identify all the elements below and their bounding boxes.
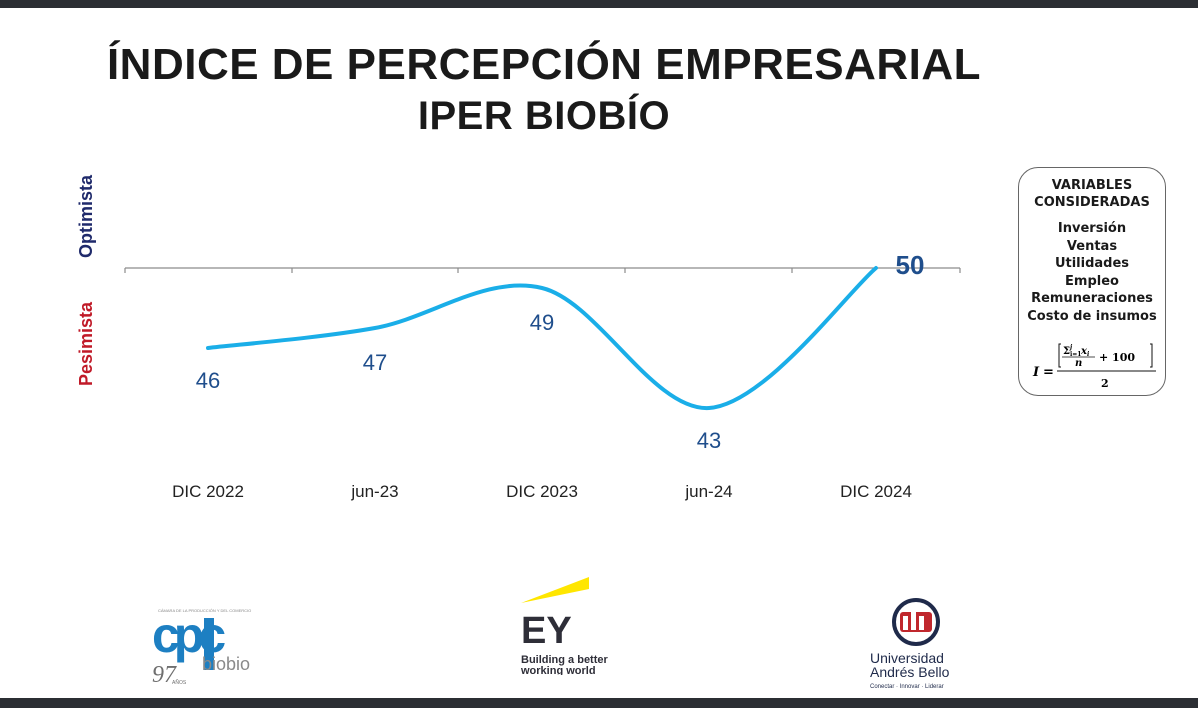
data-label: 49 bbox=[530, 310, 554, 335]
line-chart: 46 47 49 43 50 DIC 2022 jun-23 DIC 2023 jun-24 DI… bbox=[124, 250, 961, 501]
page-subtitle: IPER BIOBÍO bbox=[417, 94, 671, 138]
cpc-logo: CÁMARA DE LA PRODUCCIÓN Y DEL COMERCIO c… bbox=[150, 604, 282, 688]
bottom-bar bbox=[0, 698, 1198, 708]
svg-text:Universidad: Universidad bbox=[870, 650, 944, 666]
data-label: 46 bbox=[196, 368, 220, 393]
data-label: 43 bbox=[697, 428, 721, 453]
svg-text:AÑOS: AÑOS bbox=[172, 679, 187, 686]
formula: I = Σ j i=1 x i n + 100 2 bbox=[1029, 340, 1159, 394]
x-tick-label: jun-23 bbox=[350, 482, 398, 501]
svg-text:97: 97 bbox=[152, 662, 177, 688]
svg-text:cpc: cpc bbox=[152, 607, 225, 663]
unab-logo: Universidad Andrés Bello Conectar · Inno… bbox=[866, 596, 976, 690]
variables-title: VARIABLES CONSIDERADAS bbox=[1034, 178, 1150, 210]
svg-text:I: I bbox=[1032, 365, 1040, 380]
x-tick-label: DIC 2024 bbox=[840, 482, 912, 501]
data-label: 47 bbox=[363, 350, 387, 375]
svg-text:2: 2 bbox=[1101, 377, 1109, 390]
series-line bbox=[206, 266, 878, 411]
formula-image: I = Σ j i=1 x i n + 100 2 bbox=[1032, 343, 1156, 390]
x-tick-label: DIC 2022 bbox=[172, 482, 244, 501]
variable-item: Empleo bbox=[1065, 273, 1119, 289]
variable-item: Utilidades bbox=[1054, 256, 1130, 271]
svg-text:+ 100: + 100 bbox=[1099, 351, 1135, 364]
top-bar bbox=[0, 0, 1198, 8]
svg-text:j: j bbox=[1069, 344, 1073, 351]
svg-text:Conectar · Innovar · Liderar: Conectar · Innovar · Liderar bbox=[870, 684, 944, 690]
svg-text:CÁMARA DE LA PRODUCCIÓN Y DEL: CÁMARA DE LA PRODUCCIÓN Y DEL COMERCIO bbox=[158, 608, 251, 613]
svg-text:=: = bbox=[1043, 365, 1054, 380]
variable-item: Inversión bbox=[1057, 221, 1127, 236]
svg-text:x: x bbox=[1080, 346, 1088, 357]
ey-logo: EY Building a better working world bbox=[519, 575, 609, 677]
x-tick-label: jun-24 bbox=[684, 482, 732, 501]
svg-text:Σ: Σ bbox=[1063, 346, 1070, 357]
svg-text:Andrés Bello: Andrés Bello bbox=[870, 664, 950, 680]
variables-list: Inversión Ventas Utilidades Empleo Remunerac… bbox=[1019, 220, 1165, 325]
variable-item: Remuneraciones bbox=[1031, 291, 1153, 306]
svg-text:working world: working world bbox=[520, 665, 596, 675]
svg-text:n: n bbox=[1075, 358, 1082, 369]
variable-item: Costo de insumos bbox=[1027, 308, 1157, 324]
variables-box: VARIABLES CONSIDERADAS Inversión Ventas Ut… bbox=[1018, 167, 1166, 396]
svg-text:i=1: i=1 bbox=[1070, 351, 1081, 358]
page-title: ÍNDICE DE PERCEPCIÓN EMPRESARIAL bbox=[106, 40, 982, 89]
svg-text:i: i bbox=[1087, 351, 1090, 358]
data-label: 50 bbox=[896, 250, 925, 280]
svg-text:EY: EY bbox=[521, 610, 572, 652]
svg-text:Building a better: Building a better bbox=[521, 654, 609, 666]
x-tick-label: DIC 2023 bbox=[506, 482, 578, 501]
svg-text:biobio: biobio bbox=[202, 654, 250, 674]
variable-item: Ventas bbox=[1066, 238, 1118, 254]
